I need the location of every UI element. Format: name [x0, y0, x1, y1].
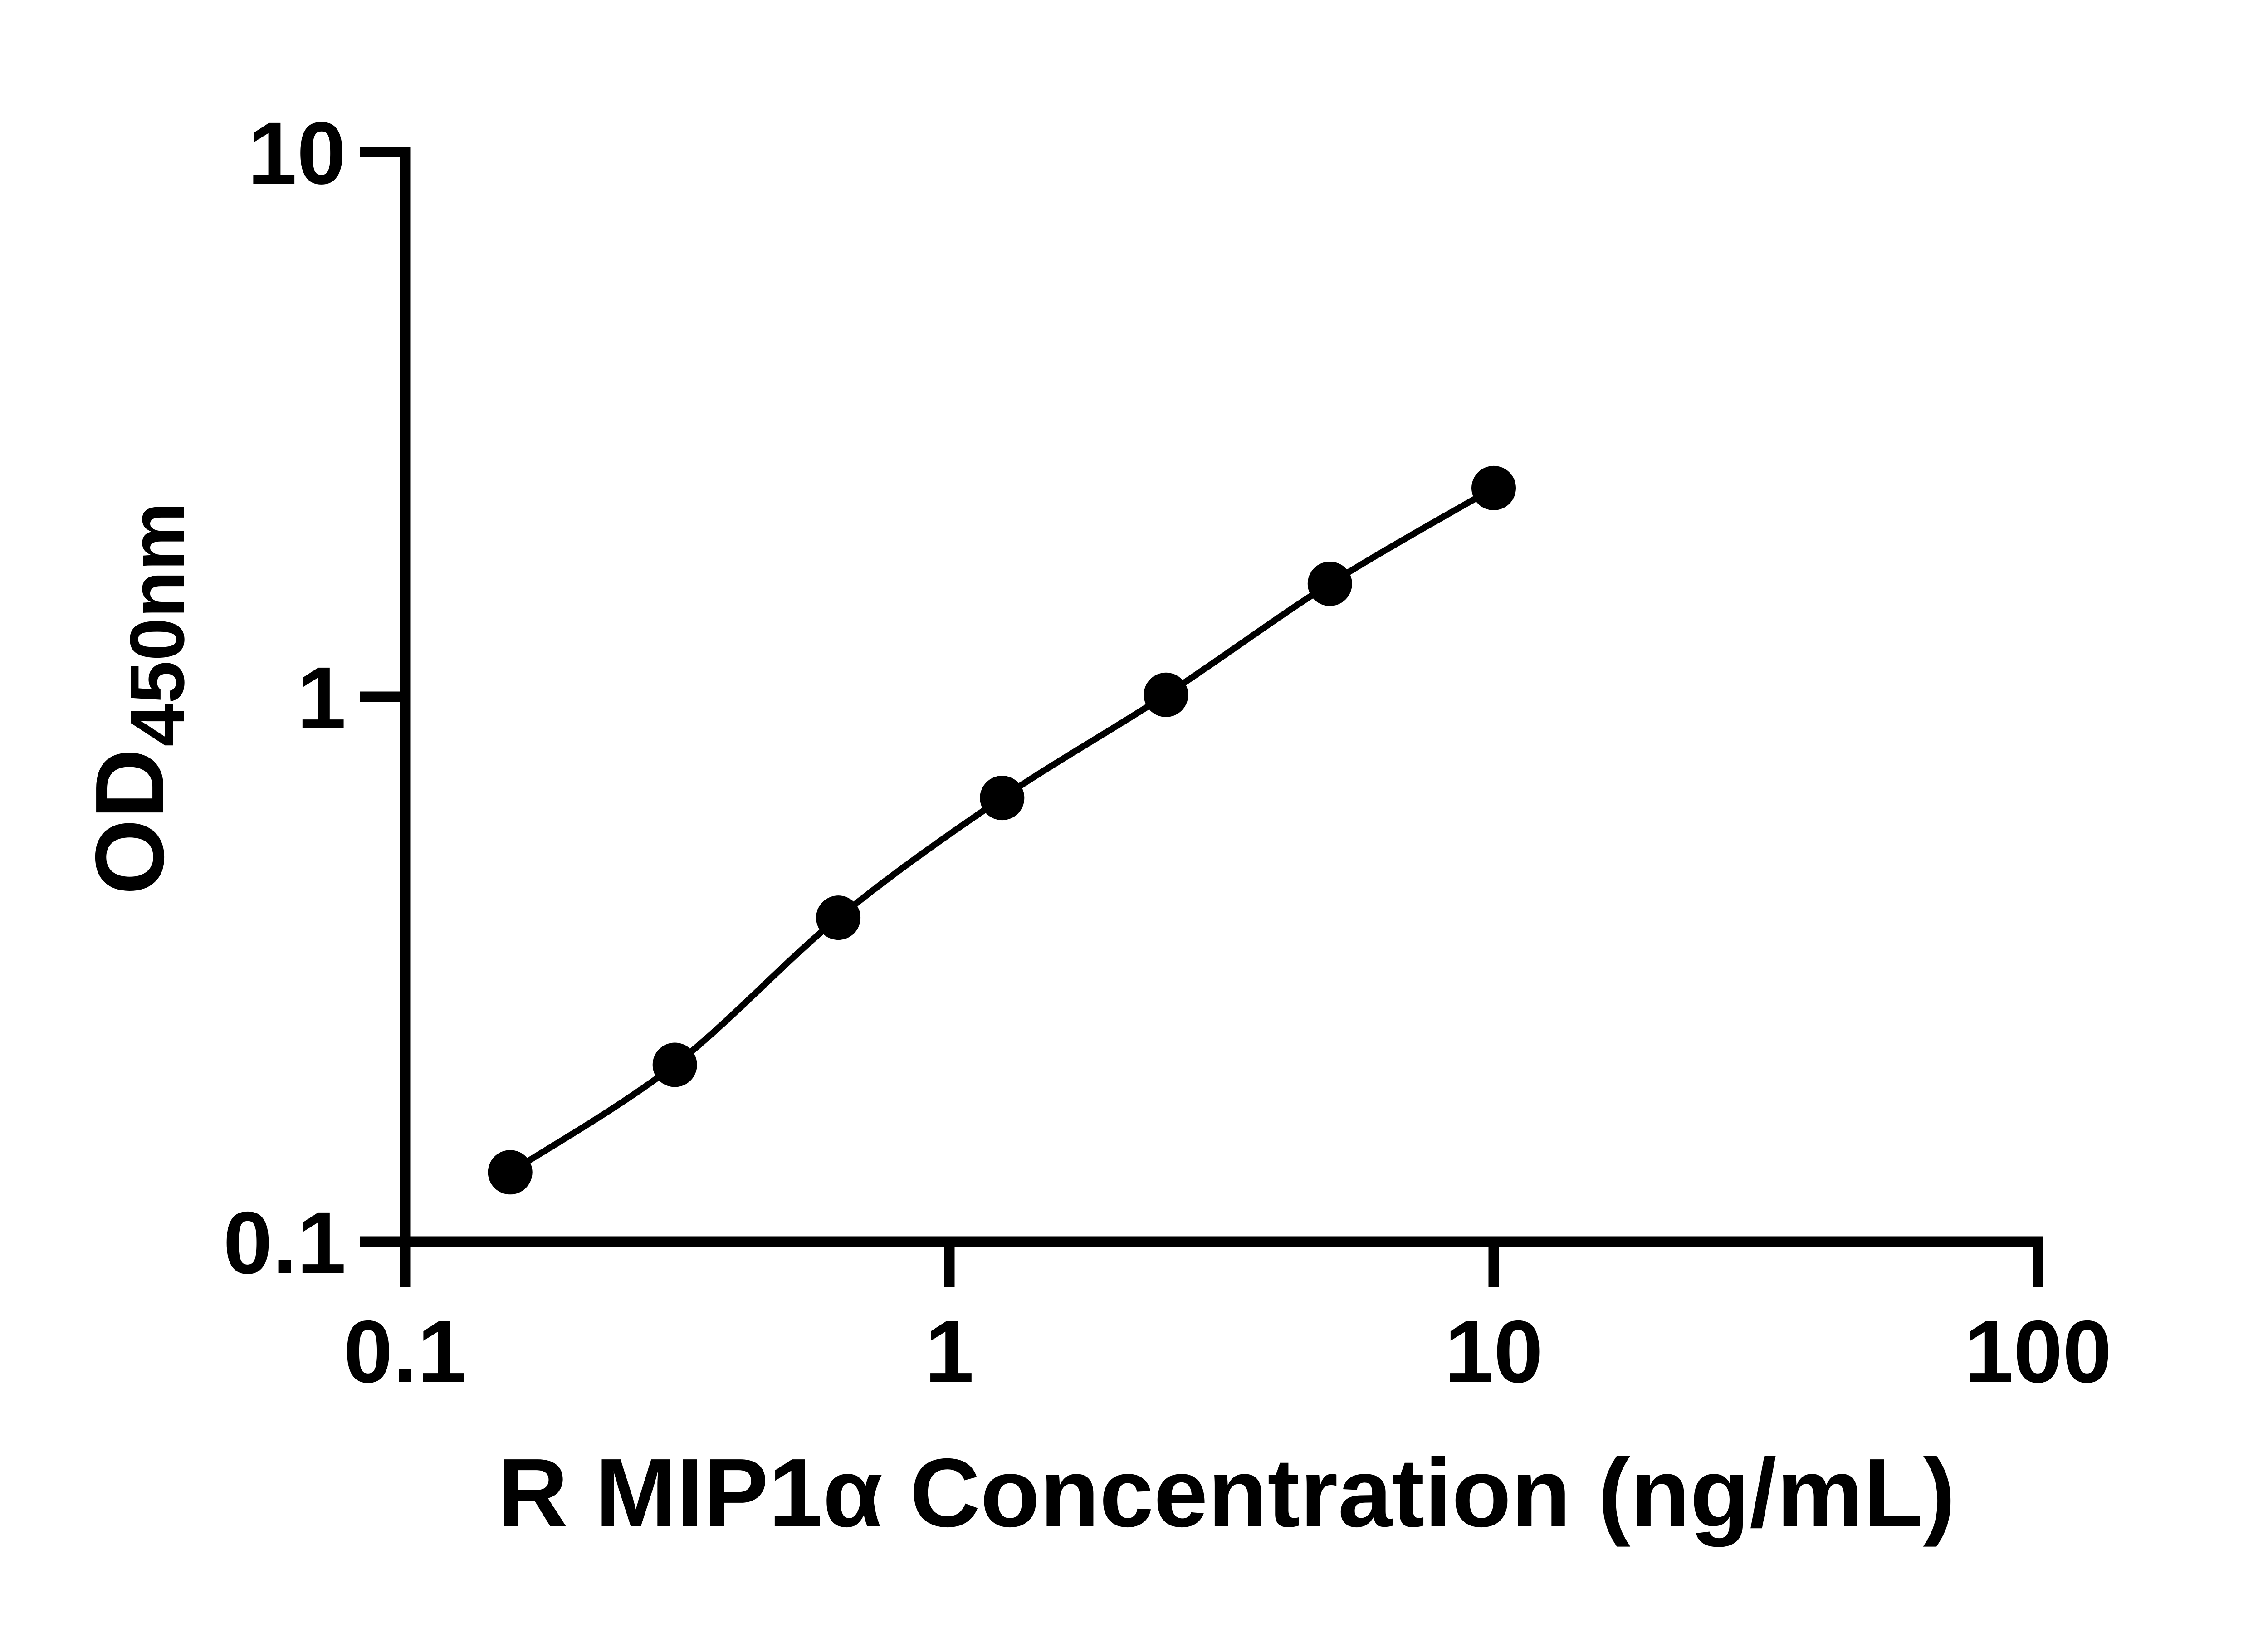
y-axis-title-subscript: 450nm: [114, 502, 200, 747]
y-tick-label-0.1: 0.1: [223, 1193, 346, 1292]
x-axis-title: R MIP1α Concentration (ng/mL): [498, 1438, 1955, 1547]
axis-frame: [400, 147, 2043, 1247]
y-axis-title-main: OD: [75, 748, 184, 895]
data-point-2: [652, 1042, 697, 1087]
y-axis-title: OD 450nm: [75, 502, 200, 895]
x-axis-ticks: [400, 1242, 2043, 1287]
data-point-5: [1144, 672, 1188, 717]
data-point-7: [1471, 465, 1516, 510]
y-tick-label-10: 10: [248, 104, 346, 203]
x-tick-label-1: 1: [925, 1302, 974, 1401]
data-point-6: [1307, 562, 1352, 606]
data-points: [488, 465, 1516, 1195]
y-axis-ticks: [360, 147, 405, 1247]
data-point-4: [980, 776, 1025, 821]
y-axis-tick-labels: 0.1 1 10: [223, 104, 346, 1292]
x-tick-label-0.1: 0.1: [343, 1302, 466, 1401]
data-point-3: [816, 895, 861, 940]
data-point-1: [488, 1150, 533, 1195]
x-axis-tick-labels: 0.1 1 10 100: [343, 1302, 2112, 1401]
y-tick-label-1: 1: [297, 649, 346, 748]
x-tick-label-100: 100: [1964, 1302, 2112, 1401]
x-tick-label-10: 10: [1445, 1302, 1543, 1401]
